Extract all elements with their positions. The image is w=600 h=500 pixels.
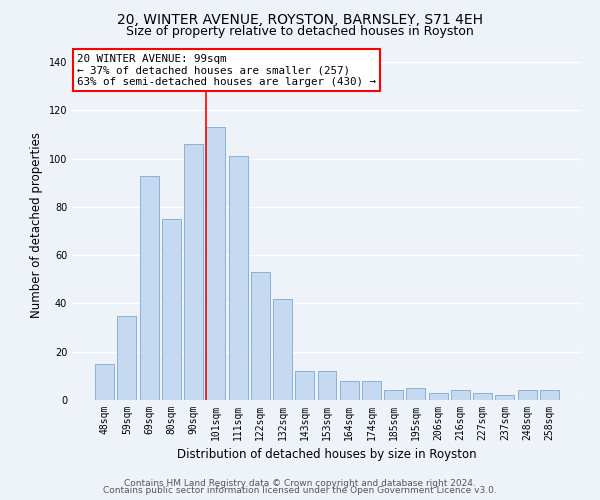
Bar <box>317 371 337 400</box>
Text: 20 WINTER AVENUE: 99sqm
← 37% of detached houses are smaller (257)
63% of semi-d: 20 WINTER AVENUE: 99sqm ← 37% of detache… <box>77 54 376 86</box>
Bar <box>118 316 136 400</box>
Bar <box>451 390 470 400</box>
Text: Size of property relative to detached houses in Royston: Size of property relative to detached ho… <box>126 25 474 38</box>
Bar <box>273 298 292 400</box>
X-axis label: Distribution of detached houses by size in Royston: Distribution of detached houses by size … <box>177 448 477 462</box>
Text: Contains HM Land Registry data © Crown copyright and database right 2024.: Contains HM Land Registry data © Crown c… <box>124 478 476 488</box>
Bar <box>295 371 314 400</box>
Bar <box>340 380 359 400</box>
Bar <box>429 393 448 400</box>
Bar <box>162 219 181 400</box>
Bar <box>518 390 536 400</box>
Bar <box>362 380 381 400</box>
Bar <box>206 127 225 400</box>
Bar <box>95 364 114 400</box>
Text: 20, WINTER AVENUE, ROYSTON, BARNSLEY, S71 4EH: 20, WINTER AVENUE, ROYSTON, BARNSLEY, S7… <box>117 12 483 26</box>
Y-axis label: Number of detached properties: Number of detached properties <box>30 132 43 318</box>
Bar <box>540 390 559 400</box>
Bar <box>140 176 158 400</box>
Text: Contains public sector information licensed under the Open Government Licence v3: Contains public sector information licen… <box>103 486 497 495</box>
Bar <box>251 272 270 400</box>
Bar <box>496 395 514 400</box>
Bar <box>406 388 425 400</box>
Bar <box>473 393 492 400</box>
Bar <box>184 144 203 400</box>
Bar <box>384 390 403 400</box>
Bar <box>229 156 248 400</box>
